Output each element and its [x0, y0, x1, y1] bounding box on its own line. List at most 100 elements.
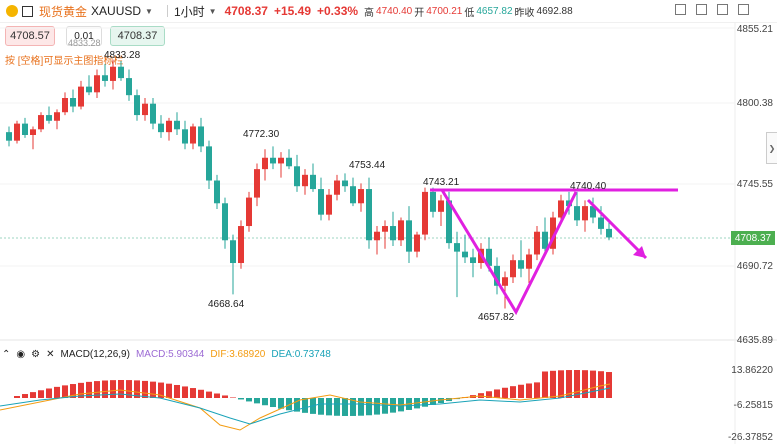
instrument-symbol[interactable]: XAUUSD — [91, 4, 142, 18]
w-pattern-line — [440, 189, 578, 316]
macd-bar — [502, 387, 508, 398]
macd-bar — [598, 371, 604, 398]
high-label: 高 — [364, 7, 375, 19]
candle-body — [326, 194, 332, 215]
macd-axis-label-1: 13.86220 — [731, 365, 773, 376]
hide-indicator-icon[interactable]: ⌃ — [2, 349, 11, 360]
dea-value: DEA:0.73748 — [271, 349, 331, 360]
candle-body — [110, 66, 116, 81]
candle-body — [374, 231, 380, 241]
dif-value: DIF:3.68920 — [210, 349, 266, 360]
interval-dropdown-icon[interactable]: ▼ — [208, 6, 217, 16]
annotation-high-2: 4772.30 — [243, 129, 280, 140]
fullscreen-icon[interactable] — [738, 4, 749, 15]
macd-bar — [302, 398, 308, 413]
toolbar-icons — [675, 4, 749, 15]
quantity-input[interactable]: 0.01 — [66, 26, 102, 46]
indicator-settings-icon[interactable]: ⚙ — [31, 349, 41, 360]
quantity-subtext: 4833.28 — [68, 38, 101, 48]
macd-bar — [286, 398, 292, 411]
macd-bar — [198, 389, 204, 398]
macd-bar — [214, 393, 220, 398]
macd-bar — [238, 398, 244, 400]
candle-body — [606, 228, 612, 238]
candle-body — [438, 200, 444, 212]
macd-bar — [542, 371, 548, 398]
candle-body — [470, 257, 476, 264]
indicator-icon[interactable] — [696, 4, 707, 15]
draw-tool-icon[interactable] — [675, 4, 686, 15]
candle-body — [102, 75, 108, 81]
symbol-dropdown-icon[interactable]: ▼ — [145, 6, 153, 16]
candle-body — [14, 123, 20, 141]
candle-body — [486, 248, 492, 266]
macd-bar — [454, 398, 460, 400]
close-indicator-icon[interactable]: ✕ — [46, 349, 55, 360]
trend-annotations — [430, 188, 678, 316]
macd-bar — [30, 392, 36, 398]
macd-bar — [486, 391, 492, 398]
candle-body — [430, 191, 436, 212]
candle-body — [406, 220, 412, 252]
macd-bar — [254, 398, 260, 404]
prev-close-label: 昨收 — [514, 7, 535, 19]
macd-bar — [318, 398, 324, 415]
settings-icon[interactable] — [717, 4, 728, 15]
price-change-pct: +0.33% — [317, 4, 359, 18]
price-axis-label-1: 4855.21 — [736, 24, 773, 35]
macd-bar — [62, 385, 68, 398]
candle-body — [526, 254, 532, 269]
candle-body — [302, 174, 308, 187]
dea-line — [0, 387, 611, 425]
sell-button[interactable]: 4708.57 — [5, 26, 55, 46]
macd-bar — [222, 395, 228, 398]
macd-title[interactable]: MACD(12,26,9) — [60, 349, 130, 360]
candle-body — [222, 203, 228, 241]
open-value: 4700.21 — [426, 5, 463, 17]
price-axis-label-2: 4800.38 — [736, 98, 773, 109]
macd-bar — [206, 391, 212, 398]
macd-bar — [158, 382, 164, 398]
macd-bar — [582, 370, 588, 398]
panel-toggle-icon[interactable] — [22, 5, 33, 17]
candle-body — [198, 126, 204, 147]
axis-collapse-button[interactable]: ❯ — [766, 132, 777, 164]
macd-axis-label-3: -26.37852 — [727, 432, 773, 443]
buy-button[interactable]: 4708.37 — [110, 26, 165, 46]
macd-histogram — [14, 370, 612, 416]
candle-body — [86, 86, 92, 93]
macd-bar — [526, 383, 532, 398]
macd-bar — [246, 398, 252, 402]
candle-body — [70, 98, 76, 107]
macd-bar — [22, 394, 28, 398]
candlestick-series — [6, 59, 612, 309]
eye-icon[interactable]: ◉ — [16, 349, 26, 360]
macd-bar — [550, 370, 556, 398]
macd-bar — [190, 388, 196, 398]
candle-body — [502, 277, 508, 286]
candle-body — [382, 226, 388, 232]
current-price-tag: 4708.37 — [731, 231, 775, 245]
candle-body — [126, 78, 132, 96]
low-value: 4657.82 — [476, 5, 513, 17]
candle-body — [30, 129, 36, 135]
macd-bar — [358, 398, 364, 416]
candle-body — [22, 123, 28, 135]
gold-logo-icon — [6, 5, 18, 17]
interval-selector[interactable]: 1小时 — [173, 4, 205, 19]
candle-body — [550, 217, 556, 249]
macd-bar — [510, 386, 516, 398]
candle-body — [518, 260, 524, 269]
candle-body — [118, 66, 124, 79]
macd-bar — [262, 398, 268, 406]
candle-body — [534, 231, 540, 255]
macd-bar — [46, 388, 52, 398]
instrument-title[interactable]: 现货黄金 — [39, 4, 88, 19]
macd-bar — [494, 389, 500, 398]
macd-bar — [606, 372, 612, 398]
macd-bar — [182, 386, 188, 398]
candle-body — [590, 206, 596, 218]
macd-bar — [406, 398, 412, 410]
candle-body — [350, 186, 356, 204]
candle-body — [286, 157, 292, 167]
